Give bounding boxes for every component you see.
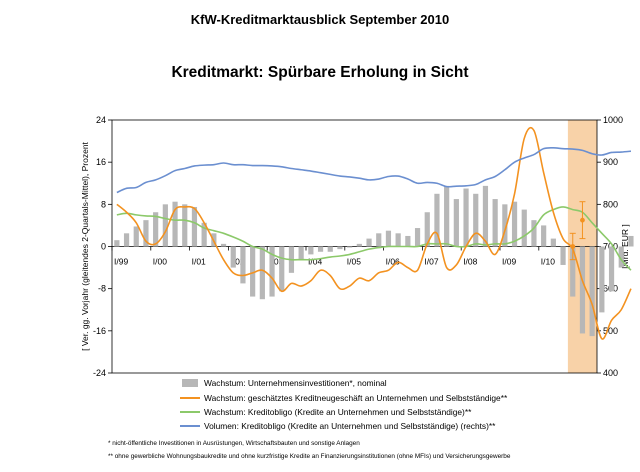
x-tick-label: I/09	[502, 257, 516, 267]
bar-investment	[444, 185, 450, 247]
x-tick-label: I/02	[230, 257, 244, 267]
y-right-tick-label: 500	[603, 326, 618, 336]
bar-investment	[502, 204, 508, 247]
bar-investment	[453, 199, 459, 247]
legend-swatch-bar	[182, 379, 198, 387]
x-tick-label: I/03	[269, 257, 283, 267]
bar-investment	[347, 246, 353, 248]
bar-investment	[482, 185, 489, 247]
bar-investment	[250, 246, 256, 297]
bar-investment	[172, 201, 178, 247]
bar-investment	[463, 188, 469, 247]
legend-entry: Wachstum: Unternehmensinvestitionen*, no…	[204, 378, 387, 388]
bar-investment	[579, 246, 586, 334]
bar-investment	[133, 226, 139, 247]
footnote: ** ohne gewerbliche Wohnungsbaukredite u…	[108, 453, 511, 460]
bar-investment	[191, 206, 198, 247]
bar-investment	[570, 246, 576, 297]
x-tick-label: I/08	[463, 257, 477, 267]
y-left-tick-label: 16	[96, 157, 106, 167]
bar-investment	[618, 246, 624, 268]
y-right-tick-label: 900	[603, 157, 618, 167]
bar-investment	[434, 193, 440, 247]
bar-investment	[628, 235, 634, 247]
bar-investment	[269, 246, 275, 297]
bar-investment	[123, 233, 130, 247]
supertitle: KfW-Kreditmarktausblick September 2010	[190, 12, 450, 27]
bar-investment	[385, 230, 392, 247]
y-left-tick-label: -8	[98, 284, 106, 294]
series-line-kreditobligo-volume	[116, 147, 632, 194]
y-left-tick-label: -24	[93, 368, 106, 378]
bar-investment	[531, 220, 537, 247]
bar-investment	[308, 246, 314, 255]
chart-title: Kreditmarkt: Spürbare Erholung in Sicht	[171, 64, 469, 81]
y-right-tick-label: 400	[603, 368, 618, 378]
bar-investment	[424, 212, 430, 247]
x-tick-label: I/10	[541, 257, 555, 267]
x-tick-label: I/06	[386, 257, 400, 267]
bar-investment	[153, 212, 159, 247]
series-line-kreditobligo-growth	[116, 206, 632, 271]
y-left-tick-label: -16	[93, 326, 106, 336]
y-right-tick-label: 800	[603, 199, 618, 209]
bar-investment	[405, 235, 411, 247]
bar-investment	[259, 246, 265, 300]
legend-entry: Volumen: Kreditobligo (Kredite an Untern…	[204, 421, 496, 431]
bar-investment	[201, 222, 207, 247]
bar-investment	[317, 246, 324, 252]
legend-entry: Wachstum: Kreditobligo (Kredite an Unter…	[204, 407, 472, 417]
bar-investment	[521, 209, 527, 247]
bar-investment	[560, 246, 566, 265]
forecast-point	[570, 244, 576, 249]
bar-investment	[366, 238, 372, 247]
x-tick-label: I/00	[153, 257, 167, 267]
bar-investment	[589, 246, 595, 337]
y-left-tick-label: 24	[96, 115, 106, 125]
bar-investment	[230, 246, 236, 268]
y-right-tick-label: 1000	[603, 115, 623, 125]
y-left-tick-label: 0	[101, 242, 106, 252]
bar-investment	[356, 243, 362, 247]
bar-investment	[599, 246, 605, 313]
bar-investment	[414, 228, 421, 247]
x-tick-label: I/04	[308, 257, 322, 267]
footnote: * nicht-öffentliche Investitionen in Aus…	[108, 440, 360, 447]
bar-investment	[279, 246, 285, 292]
bar-investment	[240, 246, 246, 284]
bar-investment	[376, 233, 382, 247]
bar-investment	[337, 246, 343, 250]
bar-investment	[182, 204, 188, 247]
bar-investment	[298, 246, 304, 260]
bar-investment	[492, 199, 498, 247]
bar-investment	[114, 240, 120, 247]
bar-investment	[327, 246, 333, 252]
bar-investment	[143, 220, 149, 247]
bar-investment	[541, 225, 547, 247]
y-left-tick-label: 8	[101, 199, 106, 209]
y-right-axis-label: [Mrd. EUR ]	[620, 224, 630, 268]
bar-investment	[511, 201, 518, 247]
x-tick-label: I/05	[347, 257, 361, 267]
x-tick-label: I/99	[114, 257, 128, 267]
bar-investment	[162, 204, 168, 247]
bar-investment	[608, 246, 615, 292]
y-left-axis-label: [ Ver. gg. Vorjahr (gleitendes 2-Quartal…	[80, 141, 90, 350]
legend-entry: Wachstum: geschätztes Kreditneugeschäft …	[204, 393, 508, 403]
forecast-point	[580, 217, 585, 223]
bar-investment	[473, 193, 479, 247]
bar-investment	[395, 233, 401, 247]
bar-investment	[550, 238, 556, 247]
x-tick-label: I/01	[192, 257, 206, 267]
bar-investment	[220, 243, 227, 247]
x-tick-label: I/07	[424, 257, 438, 267]
series-line-kreditneugeschaeft	[116, 126, 632, 340]
